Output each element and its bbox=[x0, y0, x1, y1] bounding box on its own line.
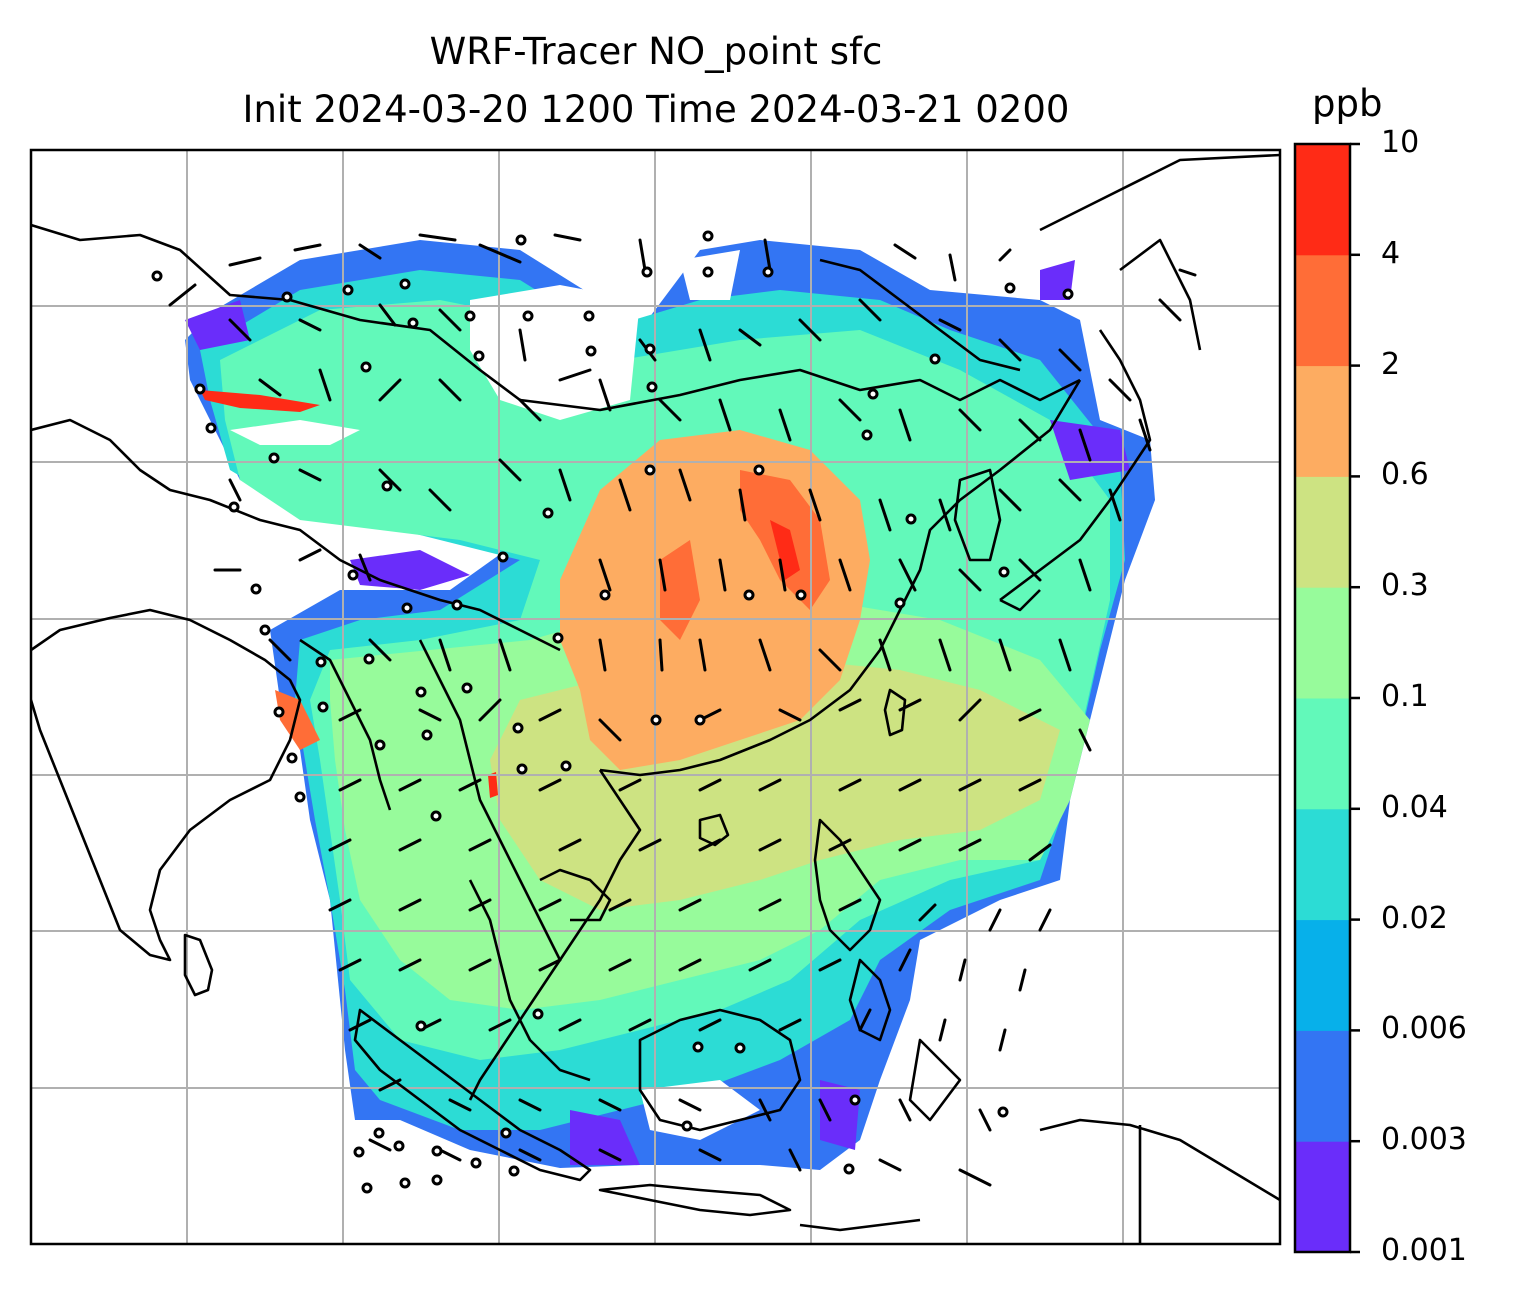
calm-wind-markers bbox=[151, 230, 1074, 1194]
colorbar-segment bbox=[1295, 254, 1350, 367]
colorbar-frame bbox=[1293, 142, 1352, 1254]
colorbar-unit-label: ppb bbox=[1312, 82, 1383, 125]
colorbar-segment bbox=[1295, 587, 1350, 699]
colorbar-tick-label: 10 bbox=[1381, 125, 1420, 160]
colorbar-tick-label: 0.003 bbox=[1381, 1122, 1467, 1158]
field-gap bbox=[230, 420, 360, 445]
field-hotspot bbox=[770, 520, 800, 580]
field-layer-0.001 bbox=[570, 1110, 640, 1165]
colorbar-tick-label: 0.3 bbox=[1381, 568, 1429, 604]
colorbar-tick-label: 0.6 bbox=[1381, 457, 1429, 493]
concentration-field bbox=[185, 240, 1155, 1170]
map-subtitle: Init 2024-03-20 1200 Time 2024-03-21 020… bbox=[242, 88, 1070, 131]
field-layer-0.001 bbox=[820, 1080, 860, 1150]
coastlines bbox=[31, 153, 1280, 1244]
wind-barbs bbox=[168, 233, 1197, 1187]
map-title: WRF-Tracer NO_point sfc bbox=[429, 30, 883, 73]
field-hotspot bbox=[275, 690, 320, 750]
field-hotspot bbox=[488, 772, 498, 798]
colorbar-segment bbox=[1295, 365, 1350, 477]
colorbar-tick-label: 0.02 bbox=[1381, 900, 1448, 936]
colorbar-segment bbox=[1295, 1030, 1350, 1142]
field-gap bbox=[470, 285, 640, 420]
colorbar-segment bbox=[1295, 1141, 1350, 1253]
colorbar-tick-label: 0.001 bbox=[1381, 1233, 1467, 1268]
colorbar-segment bbox=[1295, 808, 1350, 921]
colorbar-tick-label: 2 bbox=[1381, 346, 1401, 382]
colorbar-segment bbox=[1295, 144, 1350, 256]
colorbar-tick-label: 4 bbox=[1381, 235, 1401, 271]
field-hotspot bbox=[200, 390, 320, 412]
colorbar-tick-label: 0.04 bbox=[1381, 789, 1448, 825]
colorbar-segment bbox=[1295, 698, 1350, 810]
field-hotspot bbox=[660, 540, 700, 640]
colorbar-tick-label: 0.006 bbox=[1381, 1011, 1467, 1047]
map-frame bbox=[29, 148, 1282, 1246]
colorbar-tick-label: 0.1 bbox=[1381, 679, 1429, 714]
colorbar-segment bbox=[1295, 476, 1350, 588]
field-layer-0.001 bbox=[1050, 420, 1130, 480]
tracer-map bbox=[29, 148, 1282, 1246]
field-layer-0.001 bbox=[185, 300, 250, 350]
colorbar-segment bbox=[1295, 919, 1350, 1031]
